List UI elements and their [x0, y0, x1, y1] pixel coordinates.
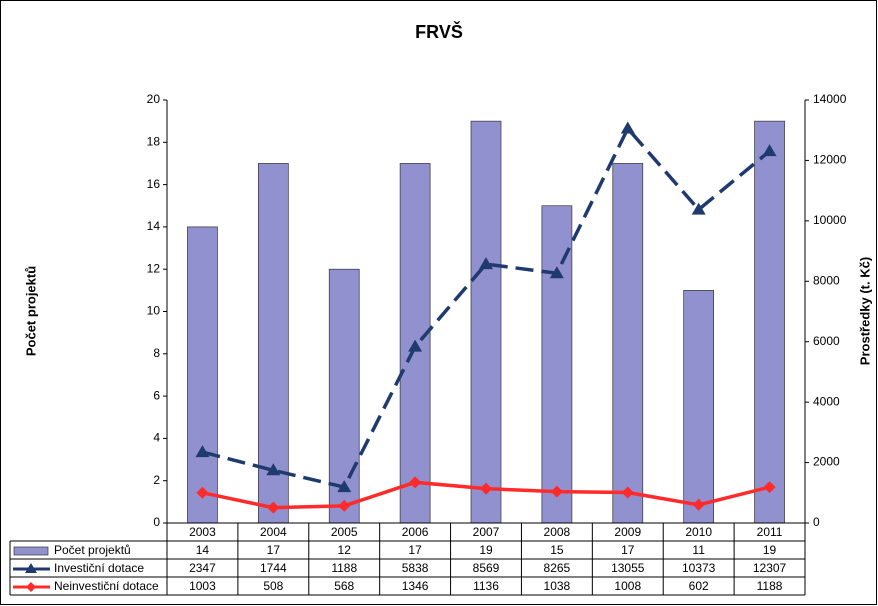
- legend-marker: [26, 582, 36, 592]
- y-tick-label: 14: [147, 219, 161, 233]
- marker: [195, 445, 210, 458]
- y-tick-label: 6: [153, 388, 160, 402]
- y-tick-label: 8: [153, 346, 160, 360]
- y2-tick-label: 12000: [813, 153, 847, 167]
- bar: [754, 120, 785, 524]
- x-tick-label: 2009: [614, 525, 641, 539]
- marker: [408, 339, 423, 352]
- marker: [762, 144, 777, 157]
- data-label: 1188: [757, 579, 783, 593]
- legend-key: [13, 546, 49, 556]
- legend-marker: [25, 563, 37, 573]
- y-tick-label: 12: [147, 261, 161, 275]
- y-tick-label: 4: [153, 431, 160, 445]
- y-tick-label: 0: [153, 515, 160, 529]
- marker: [692, 498, 705, 511]
- marker: [620, 121, 635, 134]
- legend-label: Investiční dotace: [54, 561, 144, 575]
- marker: [621, 486, 634, 499]
- data-label: 1038: [544, 579, 571, 593]
- data-label: 13055: [611, 561, 645, 575]
- x-tick-label: 2007: [473, 525, 500, 539]
- y2-axis-label: Prostředky (t. Kč): [857, 257, 872, 365]
- y2-tick-label: 8000: [813, 273, 840, 287]
- marker: [479, 257, 493, 270]
- x-tick-label: 2010: [685, 525, 712, 539]
- x-tick-label: 2004: [260, 525, 287, 539]
- data-label: 11: [692, 543, 705, 557]
- line: [202, 125, 771, 490]
- y-tick-label: 16: [147, 177, 161, 191]
- bar: [612, 163, 644, 524]
- data-label: 10373: [682, 561, 716, 575]
- data-label: 1744: [260, 561, 287, 575]
- x-tick-label: 2008: [544, 525, 571, 539]
- legend-label: Počet projektů: [54, 543, 131, 557]
- data-label: 602: [689, 579, 709, 593]
- data-label: 15: [550, 543, 564, 557]
- data-label: 2347: [189, 561, 216, 575]
- marker: [691, 202, 706, 215]
- y-tick-label: 20: [147, 92, 161, 106]
- y2-tick-label: 4000: [813, 394, 840, 408]
- data-label: 508: [263, 579, 283, 593]
- data-label: 1346: [402, 579, 429, 593]
- marker: [550, 485, 563, 498]
- data-label: 1136: [473, 579, 499, 593]
- marker: [337, 480, 352, 493]
- data-label: 17: [621, 543, 635, 557]
- data-label: 8569: [473, 561, 500, 575]
- bar: [470, 120, 502, 524]
- data-label: 5838: [402, 561, 429, 575]
- x-tick-label: 2005: [331, 525, 358, 539]
- marker: [549, 266, 564, 279]
- bar: [683, 290, 715, 524]
- y2-tick-label: 2000: [813, 455, 840, 469]
- data-label: 1003: [189, 579, 216, 593]
- x-tick-label: 2006: [402, 525, 429, 539]
- marker: [266, 463, 281, 476]
- marker: [338, 499, 351, 512]
- y-axis-label: Počet projektů: [23, 266, 38, 356]
- y-tick-label: 2: [153, 473, 160, 487]
- data-label: 1188: [331, 561, 357, 575]
- y2-tick-label: 0: [813, 515, 820, 529]
- marker: [196, 486, 209, 499]
- chart-title: FRVŠ: [415, 21, 463, 42]
- y2-tick-label: 14000: [813, 92, 847, 106]
- bar: [187, 226, 218, 524]
- data-label: 17: [267, 543, 281, 557]
- data-label: 19: [763, 543, 777, 557]
- data-label: 12: [338, 543, 352, 557]
- y-tick-label: 18: [147, 134, 161, 148]
- x-tick-label: 2011: [757, 525, 783, 539]
- marker: [409, 476, 422, 489]
- data-label: 1008: [614, 579, 641, 593]
- data-label: 14: [196, 543, 210, 557]
- x-tick-label: 2003: [189, 525, 216, 539]
- marker: [763, 481, 776, 494]
- legend-label: Neinvestiční dotace: [54, 579, 159, 593]
- data-label: 568: [334, 579, 354, 593]
- marker: [480, 482, 492, 495]
- marker: [267, 501, 280, 514]
- data-label: 12307: [753, 561, 787, 575]
- y2-tick-label: 10000: [813, 213, 847, 227]
- bar: [257, 163, 289, 524]
- data-label: 17: [408, 543, 422, 557]
- data-label: 19: [479, 543, 493, 557]
- data-label: 8265: [544, 561, 571, 575]
- y2-tick-label: 6000: [813, 334, 840, 348]
- y-tick-label: 10: [147, 304, 161, 318]
- bar: [541, 205, 573, 524]
